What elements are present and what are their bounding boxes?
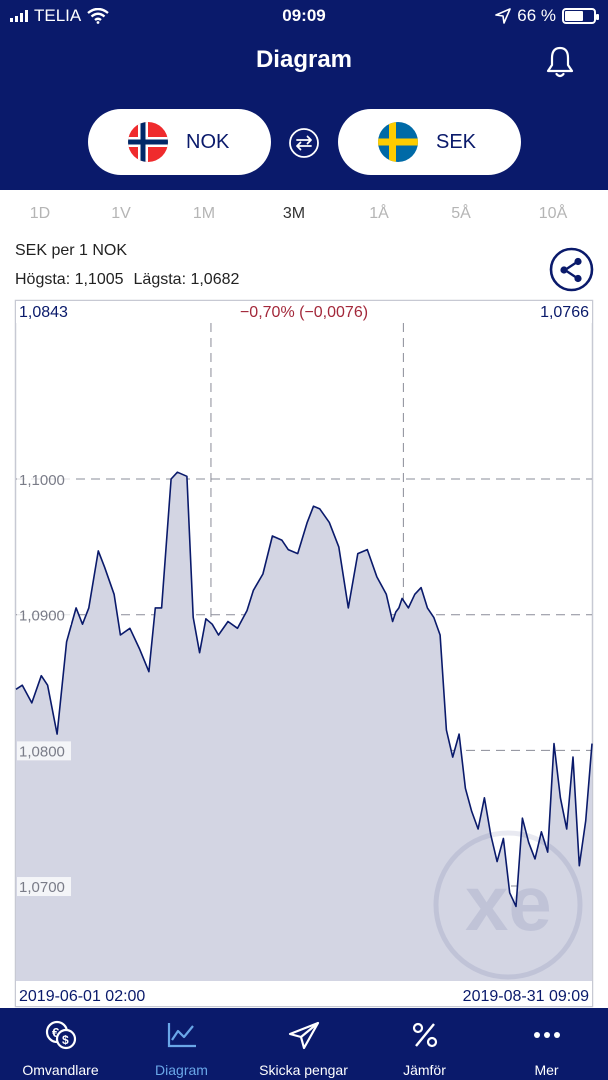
chart-start-date: 2019-06-01 02:00 xyxy=(19,988,145,1005)
svg-text:$: $ xyxy=(62,1033,69,1047)
chart-end-value: 1,0766 xyxy=(540,304,589,321)
rate-high: Högsta: 1,1005 xyxy=(15,271,124,288)
to-currency-button[interactable]: SEK xyxy=(338,109,521,175)
signal-icon xyxy=(10,10,28,22)
send-icon xyxy=(287,1020,321,1050)
chart-line xyxy=(15,471,593,908)
chart-area xyxy=(16,472,592,981)
app-header: TELIA 09:09 66 % Diagram xyxy=(0,0,608,190)
bottom-tab-bar: € $ Omvandlare Diagram Skicka pengar Jämför Me… xyxy=(0,1008,608,1080)
more-icon xyxy=(530,1020,564,1050)
rate-stats: Högsta: 1,1005 Lägsta: 1,0682 xyxy=(15,271,239,289)
tab-mer[interactable]: Mer xyxy=(486,1008,607,1080)
period-tab-1d[interactable]: 1D xyxy=(29,205,51,222)
rate-title: SEK per 1 NOK xyxy=(15,242,128,259)
wifi-icon xyxy=(87,8,109,24)
tab-omvandlare[interactable]: € $ Omvandlare xyxy=(0,1008,121,1080)
period-tab-3m[interactable]: 3M xyxy=(282,205,306,222)
share-icon[interactable] xyxy=(549,247,594,292)
period-selector: 1D 1V 1M 3M 1Å 5Å 10Å xyxy=(0,200,608,232)
from-currency-code: NOK xyxy=(186,130,230,153)
tab-diagram[interactable]: Diagram xyxy=(121,1008,242,1080)
converter-icon: € $ xyxy=(44,1020,78,1050)
y-tick-label: 1,0900 xyxy=(19,608,65,625)
svg-text:xe: xe xyxy=(465,859,552,947)
status-right: 66 % xyxy=(495,6,599,26)
chart-icon xyxy=(165,1020,199,1050)
period-tab-10å[interactable]: 10Å xyxy=(538,205,568,222)
status-bar: TELIA 09:09 66 % xyxy=(0,0,608,32)
tab-label: Skicka pengar xyxy=(259,1062,348,1078)
norway-flag-icon xyxy=(128,122,168,162)
battery-icon xyxy=(562,8,599,24)
rate-chart[interactable]: xe 1,1000 1,0900 1,0800 1,0700 1,0843 −0,70… xyxy=(0,298,608,1010)
y-tick-label: 1,1000 xyxy=(19,472,65,489)
page-title: Diagram xyxy=(255,46,353,73)
tab-label: Omvandlare xyxy=(22,1062,99,1078)
carrier-label: TELIA xyxy=(34,6,82,25)
location-arrow-icon xyxy=(495,8,512,24)
period-tab-5å[interactable]: 5Å xyxy=(451,205,471,222)
tab-skicka-pengar[interactable]: Skicka pengar xyxy=(243,1008,364,1080)
from-currency-button[interactable]: NOK xyxy=(88,109,271,175)
status-time: 09:09 xyxy=(282,6,326,25)
period-tab-1v[interactable]: 1V xyxy=(111,205,131,222)
battery-percent: 66 % xyxy=(517,6,556,25)
rate-low: Lägsta: 1,0682 xyxy=(133,271,240,288)
period-tab-1m[interactable]: 1M xyxy=(192,205,216,222)
sweden-flag-icon xyxy=(378,122,418,162)
period-tab-1å[interactable]: 1Å xyxy=(369,205,389,222)
svg-text:€: € xyxy=(52,1025,59,1040)
chart-change: −0,70% (−0,0076) xyxy=(240,304,368,321)
tab-label: Diagram xyxy=(155,1062,208,1078)
to-currency-code: SEK xyxy=(436,130,477,153)
percent-icon xyxy=(408,1020,442,1050)
chart-end-date: 2019-08-31 09:09 xyxy=(463,988,589,1005)
tab-label: Jämför xyxy=(403,1062,446,1078)
y-tick-label: 1,0800 xyxy=(19,743,65,760)
y-tick-labels: 1,1000 1,0900 1,0800 1,0700 xyxy=(17,470,71,897)
swap-currencies-icon[interactable] xyxy=(288,127,320,159)
status-left: TELIA xyxy=(10,6,109,26)
y-tick-label: 1,0700 xyxy=(19,879,65,896)
tab-label: Mer xyxy=(534,1062,559,1078)
chart-start-value: 1,0843 xyxy=(19,304,68,321)
xe-watermark: xe xyxy=(433,830,583,980)
bell-icon[interactable] xyxy=(544,44,576,80)
battery-level xyxy=(565,11,583,21)
tab-jämför[interactable]: Jämför xyxy=(364,1008,485,1080)
